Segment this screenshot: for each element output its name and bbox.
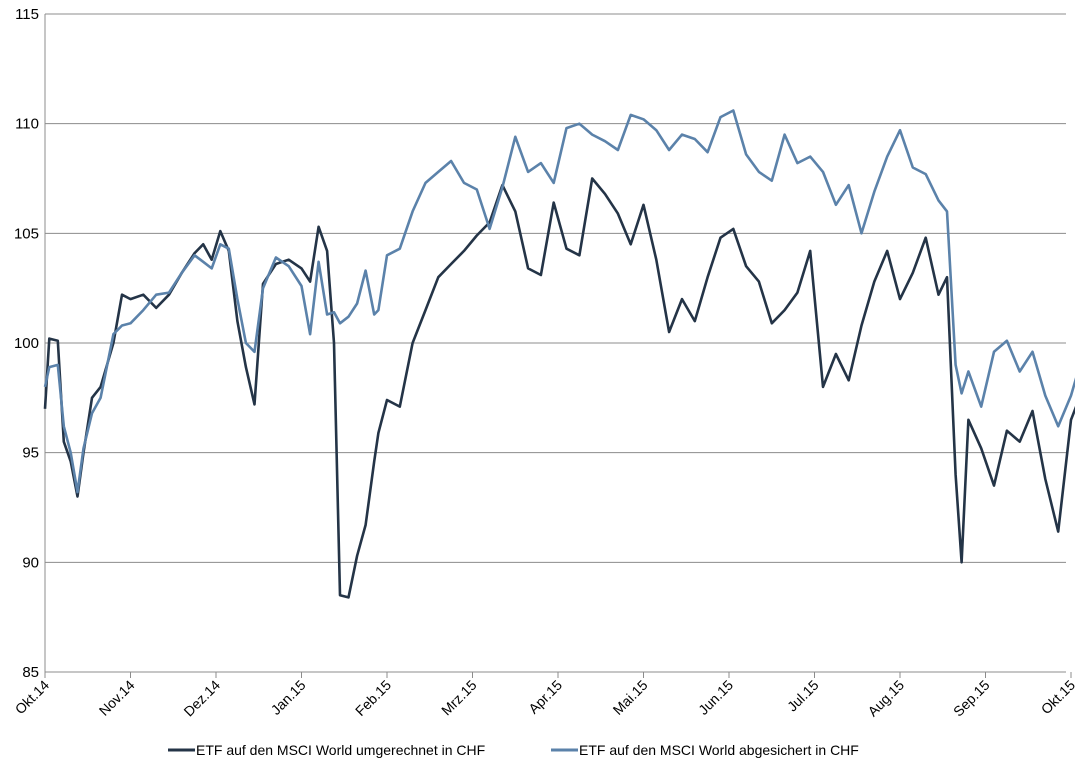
x-tick-label: Mai.15 — [610, 677, 651, 718]
x-tick-label: Dez.14 — [180, 677, 223, 720]
y-tick-label: 115 — [15, 6, 39, 23]
series-line-1 — [43, 177, 1075, 599]
gridlines — [44, 13, 1066, 673]
legend-label-1: ETF auf den MSCI World umgerechnet in CH… — [196, 742, 485, 758]
y-tick-label: 100 — [14, 335, 39, 352]
x-tick-label: Okt.14 — [12, 677, 53, 718]
x-tick-label: Apr.15 — [525, 677, 565, 717]
legend-label-2: ETF auf den MSCI World abgesichert in CH… — [579, 742, 859, 758]
legend: ETF auf den MSCI World umgerechnet in CH… — [168, 742, 859, 758]
y-tick-label: 90 — [22, 554, 39, 571]
x-tick-label: Jul.15 — [784, 677, 822, 715]
x-tick-label: Jan.15 — [268, 677, 309, 718]
y-tick-label: 110 — [15, 116, 39, 133]
x-tick-label: Aug.15 — [864, 677, 907, 720]
series-lines — [43, 109, 1075, 599]
x-tick-label: Nov.14 — [96, 677, 138, 719]
x-tick-label: Feb.15 — [352, 677, 394, 719]
x-tick-label: Mrz.15 — [438, 677, 480, 719]
x-tick-label: Okt.15 — [1038, 677, 1075, 718]
x-axis-ticks: Okt.14 Nov.14 Dez.14 Jan.15 Feb.15 Mrz.15 Apr.… — [12, 672, 1075, 719]
y-tick-label: 95 — [22, 445, 39, 462]
y-tick-label: 105 — [14, 225, 39, 242]
x-tick-label: Jun.15 — [695, 677, 736, 718]
x-tick-label: Sep.15 — [950, 677, 993, 720]
series-line-2 — [43, 109, 1075, 494]
y-axis-ticks: 85 90 95 100 105 110 115 — [14, 6, 39, 681]
y-tick-label: 85 — [22, 664, 39, 681]
